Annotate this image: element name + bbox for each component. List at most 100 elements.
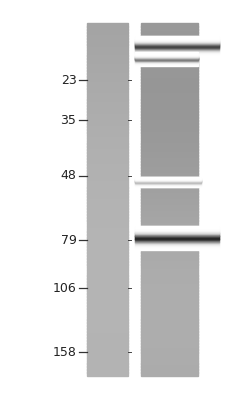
Bar xyxy=(141,214,197,218)
Bar xyxy=(134,45,218,46)
Bar xyxy=(141,111,197,115)
Bar xyxy=(134,180,200,181)
Bar xyxy=(86,331,127,335)
Bar xyxy=(86,340,127,344)
Bar xyxy=(141,132,197,136)
Bar xyxy=(86,164,127,168)
Bar xyxy=(141,193,197,197)
Bar xyxy=(134,45,218,46)
Bar xyxy=(141,258,197,262)
Bar xyxy=(141,340,197,344)
Bar xyxy=(86,111,127,115)
Bar xyxy=(134,248,218,249)
Bar xyxy=(141,58,197,62)
Bar xyxy=(134,54,197,55)
Bar xyxy=(141,184,197,188)
Bar xyxy=(141,85,197,88)
Bar xyxy=(134,47,218,48)
Bar xyxy=(141,346,197,350)
Bar xyxy=(141,369,197,373)
Bar xyxy=(141,56,197,59)
Bar xyxy=(86,108,127,112)
Bar xyxy=(141,146,197,150)
Bar xyxy=(141,293,197,297)
Bar xyxy=(86,314,127,317)
Bar xyxy=(141,179,197,182)
Bar xyxy=(141,220,197,224)
Bar xyxy=(134,49,218,50)
Text: 23: 23 xyxy=(60,74,76,86)
Bar xyxy=(134,233,218,234)
Bar xyxy=(141,176,197,180)
Bar xyxy=(134,39,218,40)
Bar xyxy=(86,366,127,370)
Bar xyxy=(141,308,197,312)
Bar xyxy=(86,211,127,215)
Bar xyxy=(86,67,127,71)
Bar xyxy=(134,246,218,247)
Bar xyxy=(134,46,218,47)
Bar xyxy=(134,244,218,245)
Bar xyxy=(141,138,197,141)
Bar xyxy=(134,53,197,54)
Bar xyxy=(141,208,197,212)
Bar xyxy=(86,138,127,141)
Bar xyxy=(86,322,127,326)
Bar xyxy=(141,94,197,97)
Bar xyxy=(134,242,218,243)
Bar xyxy=(134,178,200,179)
Bar xyxy=(86,100,127,103)
Bar xyxy=(141,108,197,112)
Bar xyxy=(134,184,200,185)
Bar xyxy=(86,161,127,165)
Bar xyxy=(134,54,197,55)
Bar xyxy=(134,186,200,187)
Bar xyxy=(134,184,200,185)
Bar xyxy=(141,96,197,100)
Bar xyxy=(141,173,197,176)
Bar xyxy=(141,76,197,80)
Bar xyxy=(134,179,200,180)
Bar xyxy=(86,94,127,97)
Bar xyxy=(141,255,197,259)
Bar xyxy=(141,267,197,270)
Bar xyxy=(134,58,197,59)
Bar xyxy=(141,261,197,264)
Bar xyxy=(86,226,127,229)
Bar xyxy=(86,237,127,241)
Bar xyxy=(86,35,127,39)
Bar xyxy=(134,183,200,184)
Bar xyxy=(86,50,127,53)
Bar xyxy=(134,55,197,56)
Bar xyxy=(134,231,218,232)
Bar xyxy=(86,232,127,235)
Bar xyxy=(141,29,197,33)
Bar xyxy=(86,88,127,92)
Bar xyxy=(134,177,200,178)
Bar xyxy=(134,242,218,243)
Bar xyxy=(86,190,127,194)
Bar xyxy=(134,53,197,54)
Bar xyxy=(86,205,127,209)
Bar xyxy=(134,234,218,235)
Bar xyxy=(86,32,127,36)
Bar xyxy=(86,270,127,273)
Bar xyxy=(134,59,197,60)
Bar xyxy=(141,79,197,83)
Bar xyxy=(141,129,197,132)
Bar xyxy=(134,51,218,52)
Bar xyxy=(86,364,127,367)
Bar xyxy=(134,50,218,51)
Bar xyxy=(141,152,197,156)
Bar xyxy=(86,337,127,341)
Bar xyxy=(141,114,197,118)
Bar xyxy=(134,245,218,246)
Bar xyxy=(134,63,197,64)
Bar xyxy=(134,57,197,58)
Bar xyxy=(134,235,218,236)
Bar xyxy=(86,246,127,250)
Bar xyxy=(86,267,127,270)
Bar xyxy=(86,193,127,197)
Bar xyxy=(141,158,197,162)
Bar xyxy=(86,173,127,176)
